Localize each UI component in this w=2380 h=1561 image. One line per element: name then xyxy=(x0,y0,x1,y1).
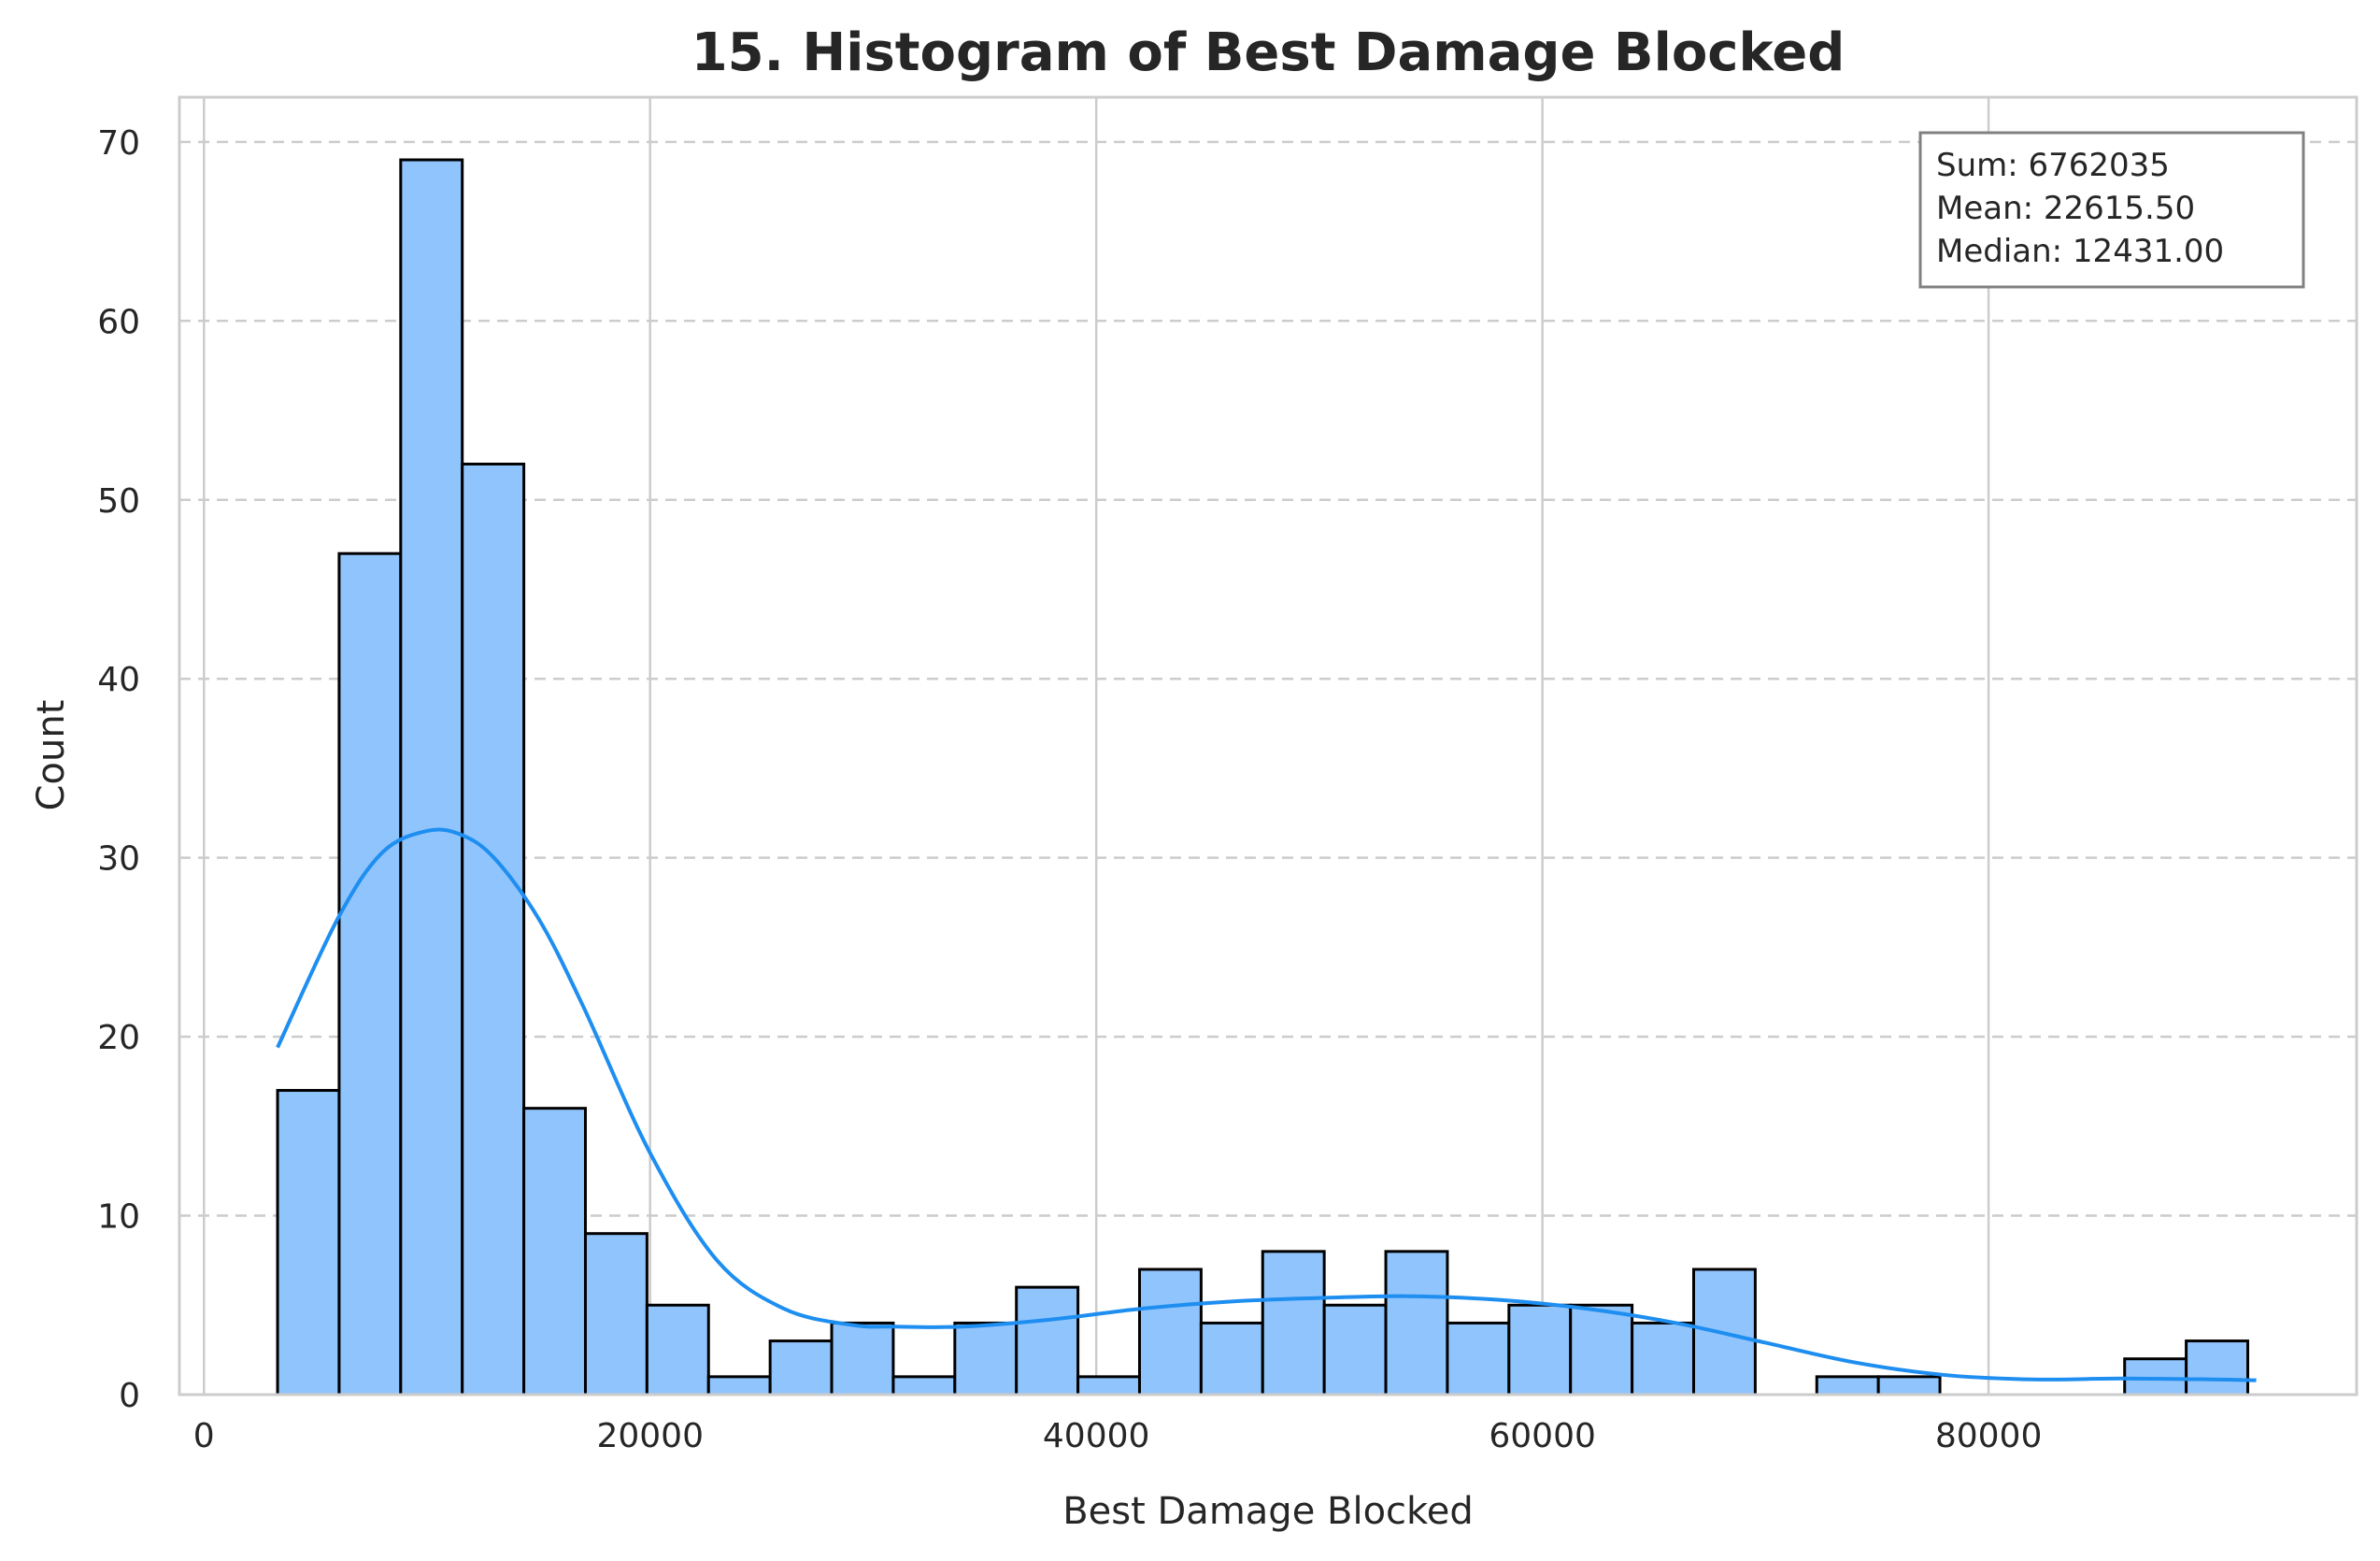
y-axis-label: Count xyxy=(30,700,73,811)
y-tick-label-1: 10 xyxy=(97,1198,140,1237)
y-tick-label-2: 20 xyxy=(97,1019,140,1057)
histogram-bar-6 xyxy=(645,1303,710,1396)
histogram-bar-13 xyxy=(1076,1375,1141,1396)
x-axis-label: Best Damage Blocked xyxy=(1062,1490,1474,1533)
histogram-bar-4 xyxy=(522,1107,587,1396)
y-tick-label-0: 0 xyxy=(119,1377,140,1415)
histogram-bar-11 xyxy=(953,1321,1019,1396)
histogram-bar-10 xyxy=(891,1375,957,1396)
chart-title: 15. Histogram of Best Damage Blocked xyxy=(691,22,1846,83)
y-tick-label-7: 70 xyxy=(97,124,140,163)
histogram-bar-14 xyxy=(1137,1267,1203,1396)
histogram-bar-1 xyxy=(337,551,403,1396)
histogram-bar-2 xyxy=(399,158,464,1396)
histogram-bar-21 xyxy=(1569,1303,1634,1396)
histogram-bar-16 xyxy=(1261,1250,1326,1396)
x-tick-labels: 0 20000 40000 60000 80000 xyxy=(193,1417,2043,1455)
x-tick-label-0: 0 xyxy=(193,1417,215,1455)
y-tick-labels: 0 10 20 30 40 50 60 70 xyxy=(97,124,140,1415)
histogram-bar-3 xyxy=(461,462,526,1396)
histogram-bar-18 xyxy=(1384,1250,1449,1396)
histogram-bar-19 xyxy=(1446,1321,1511,1396)
histogram-bar-20 xyxy=(1507,1303,1573,1396)
x-tick-label-1: 20000 xyxy=(596,1417,704,1455)
x-tick-label-4: 80000 xyxy=(1935,1417,2043,1455)
histogram-bar-9 xyxy=(830,1321,895,1396)
histogram-bar-31 xyxy=(2185,1339,2249,1396)
y-tick-label-4: 40 xyxy=(97,661,140,699)
y-tick-label-3: 30 xyxy=(97,840,140,879)
stats-annotation-box: Sum: 6762035 Mean: 22615.50 Median: 1243… xyxy=(1918,131,2305,289)
stats-box-frame xyxy=(1918,131,2305,289)
x-tick-label-3: 60000 xyxy=(1489,1417,1596,1455)
histogram-bar-7 xyxy=(706,1375,772,1396)
histogram-bar-12 xyxy=(1015,1285,1080,1396)
histogram-bar-5 xyxy=(583,1232,648,1396)
histogram-bar-22 xyxy=(1631,1321,1695,1396)
y-tick-label-6: 60 xyxy=(97,303,140,341)
y-tick-label-5: 50 xyxy=(97,482,140,521)
histogram-bar-8 xyxy=(768,1339,834,1396)
histogram-bar-25 xyxy=(1815,1375,1880,1396)
histogram-bar-17 xyxy=(1322,1303,1388,1396)
histogram-bar-0 xyxy=(276,1089,341,1396)
x-gridlines xyxy=(203,97,1990,1395)
stats-mean: Mean: 22615.50 xyxy=(1936,190,2195,227)
plot-frame xyxy=(178,95,2359,1396)
x-tick-label-2: 40000 xyxy=(1043,1417,1150,1455)
stats-median: Median: 12431.00 xyxy=(1936,233,2224,270)
histogram-bar-26 xyxy=(1876,1375,1942,1396)
kde-curve xyxy=(276,827,2257,1382)
histogram-bar-15 xyxy=(1199,1321,1264,1396)
stats-sum: Sum: 6762035 xyxy=(1936,147,2170,184)
histogram-bars xyxy=(276,158,2249,1396)
